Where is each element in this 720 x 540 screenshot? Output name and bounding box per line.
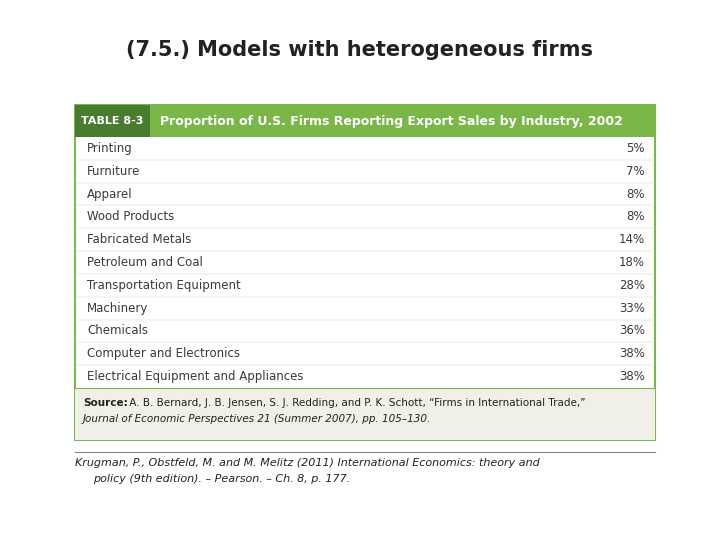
Text: Chemicals: Chemicals bbox=[87, 325, 148, 338]
Text: Wood Products: Wood Products bbox=[87, 211, 174, 224]
Text: Journal of Economic Perspectives 21 (Summer 2007), pp. 105–130.: Journal of Economic Perspectives 21 (Sum… bbox=[83, 414, 431, 424]
Text: 14%: 14% bbox=[619, 233, 645, 246]
Text: Transportation Equipment: Transportation Equipment bbox=[87, 279, 240, 292]
Text: Electrical Equipment and Appliances: Electrical Equipment and Appliances bbox=[87, 370, 304, 383]
Text: Fabricated Metals: Fabricated Metals bbox=[87, 233, 192, 246]
FancyBboxPatch shape bbox=[75, 105, 655, 137]
Text: Printing: Printing bbox=[87, 142, 132, 155]
Text: 38%: 38% bbox=[619, 347, 645, 360]
Text: 33%: 33% bbox=[619, 302, 645, 315]
Text: Petroleum and Coal: Petroleum and Coal bbox=[87, 256, 203, 269]
Text: policy (9th edition). – Pearson. – Ch. 8, p. 177.: policy (9th edition). – Pearson. – Ch. 8… bbox=[93, 474, 350, 484]
Text: 18%: 18% bbox=[619, 256, 645, 269]
FancyBboxPatch shape bbox=[75, 388, 655, 440]
FancyBboxPatch shape bbox=[75, 105, 655, 440]
Text: 5%: 5% bbox=[626, 142, 645, 155]
Text: 38%: 38% bbox=[619, 370, 645, 383]
Text: Furniture: Furniture bbox=[87, 165, 140, 178]
FancyBboxPatch shape bbox=[75, 105, 150, 137]
Text: TABLE 8-3: TABLE 8-3 bbox=[81, 116, 144, 126]
Text: Apparel: Apparel bbox=[87, 187, 132, 200]
Text: 7%: 7% bbox=[626, 165, 645, 178]
Text: Proportion of U.S. Firms Reporting Export Sales by Industry, 2002: Proportion of U.S. Firms Reporting Expor… bbox=[160, 114, 623, 127]
Text: Machinery: Machinery bbox=[87, 302, 148, 315]
Text: (7.5.) Models with heterogeneous firms: (7.5.) Models with heterogeneous firms bbox=[127, 40, 593, 60]
Text: 8%: 8% bbox=[626, 187, 645, 200]
Text: 28%: 28% bbox=[619, 279, 645, 292]
Text: Computer and Electronics: Computer and Electronics bbox=[87, 347, 240, 360]
Text: Source:: Source: bbox=[83, 398, 127, 408]
Text: A. B. Bernard, J. B. Jensen, S. J. Redding, and P. K. Schott, “Firms in Internat: A. B. Bernard, J. B. Jensen, S. J. Reddi… bbox=[126, 398, 585, 408]
Text: Krugman, P., Obstfeld, M. and M. Melitz (2011) International Economics: theory a: Krugman, P., Obstfeld, M. and M. Melitz … bbox=[75, 458, 540, 468]
Text: 36%: 36% bbox=[619, 325, 645, 338]
Text: 8%: 8% bbox=[626, 211, 645, 224]
